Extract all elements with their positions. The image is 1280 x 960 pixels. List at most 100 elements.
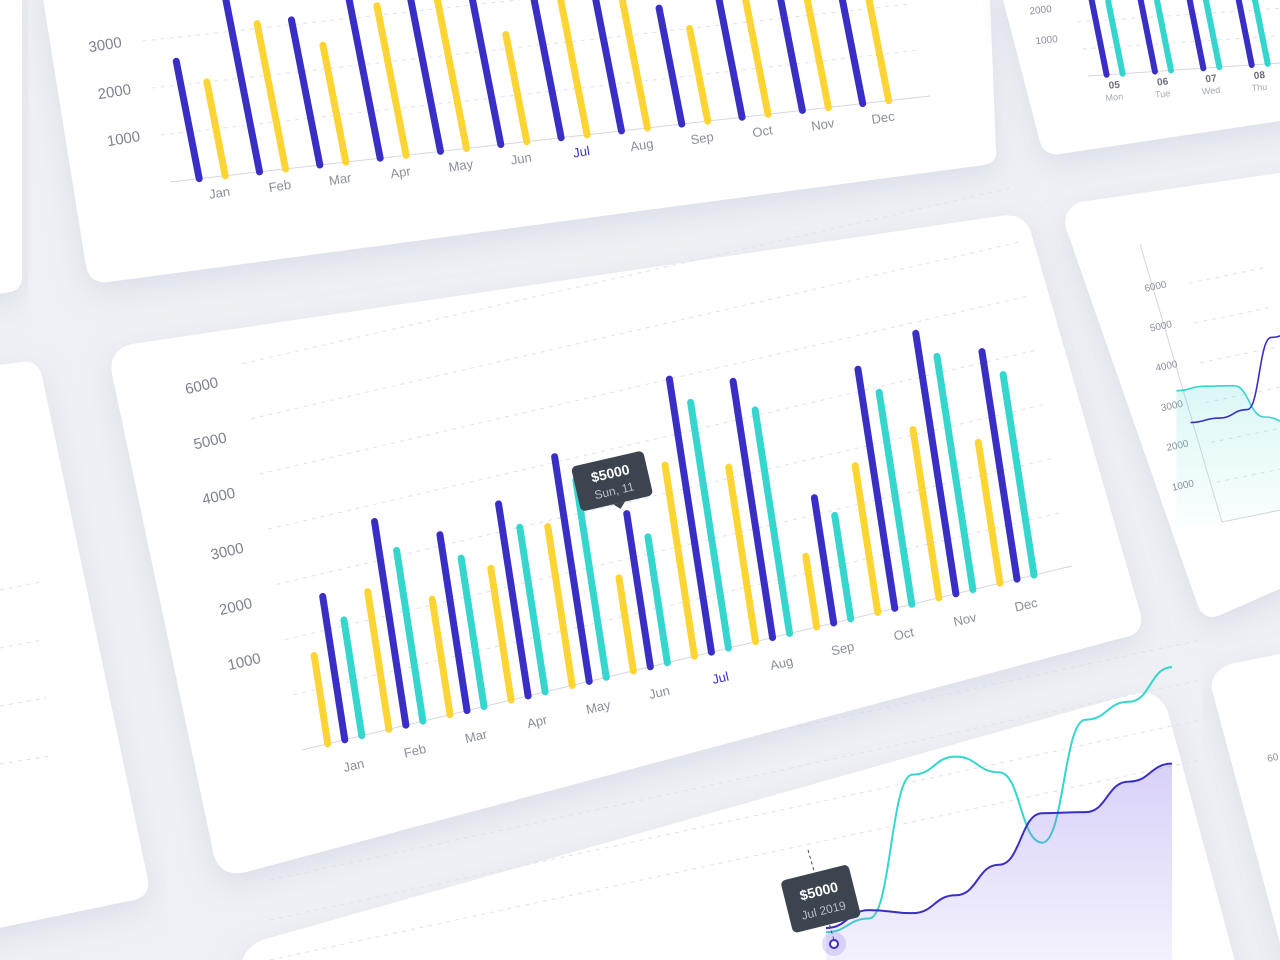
bar[interactable] <box>686 24 712 125</box>
bar[interactable] <box>978 348 1021 583</box>
bar[interactable] <box>393 546 427 725</box>
line-series[interactable] <box>825 666 1173 934</box>
bar[interactable] <box>373 2 410 159</box>
bar[interactable] <box>342 0 384 162</box>
card-left-top-edge <box>0 0 22 294</box>
y-tick-label: 6000 <box>1144 279 1168 294</box>
bar[interactable] <box>433 0 470 152</box>
bar[interactable] <box>340 616 366 740</box>
bar[interactable] <box>589 0 625 135</box>
x-tick-label: Dec <box>870 108 896 127</box>
x-tick-label: Nov <box>810 115 836 134</box>
bar[interactable] <box>401 0 444 155</box>
bar[interactable] <box>1235 0 1255 69</box>
bar[interactable] <box>831 0 867 108</box>
bar[interactable] <box>615 574 637 675</box>
bar[interactable] <box>623 510 654 671</box>
bar[interactable] <box>222 0 264 176</box>
bar[interactable] <box>1186 0 1207 72</box>
x-tick-label: Feb <box>268 177 292 195</box>
bar[interactable] <box>801 0 832 112</box>
x-tick-label: Sep <box>689 129 714 147</box>
bar[interactable] <box>364 588 393 733</box>
bar[interactable] <box>854 365 899 612</box>
bar[interactable] <box>310 652 332 748</box>
bar[interactable] <box>810 494 838 627</box>
bar[interactable] <box>831 511 855 623</box>
bar[interactable] <box>203 78 229 180</box>
bar[interactable] <box>287 16 324 169</box>
bar[interactable] <box>253 20 290 173</box>
y-tick-label: 5000 <box>1149 319 1173 334</box>
line-series[interactable] <box>825 762 1173 929</box>
card-bottom-line-series <box>825 666 1173 960</box>
card-top-x-axis: Jan Feb Mar Apr May Jun Jul Aug Sep Oct Nov Dec <box>208 108 896 201</box>
bar[interactable] <box>371 517 410 729</box>
x-tick-label: 08 <box>1253 70 1266 82</box>
gridline <box>269 759 1201 960</box>
bar[interactable] <box>618 0 651 132</box>
bar[interactable] <box>319 41 350 166</box>
x-tick-label: Apr <box>389 163 412 181</box>
y-tick-label: 1000 <box>106 128 142 150</box>
bar[interactable] <box>428 595 454 719</box>
bar[interactable] <box>551 453 593 685</box>
bar[interactable] <box>875 388 916 608</box>
gridline <box>142 0 522 42</box>
x-tick-label: May <box>585 697 613 717</box>
card-left-middle-edge <box>0 361 149 928</box>
bar[interactable] <box>1251 0 1271 67</box>
bar[interactable] <box>933 352 977 594</box>
bar[interactable] <box>999 371 1038 579</box>
bar[interactable] <box>974 438 1004 587</box>
bar[interactable] <box>1137 0 1158 75</box>
bar[interactable] <box>729 377 777 642</box>
bar[interactable] <box>525 0 565 142</box>
gridline <box>250 240 1023 420</box>
bar[interactable] <box>725 463 760 646</box>
bar[interactable] <box>851 462 882 616</box>
y-tick-label: 4000 <box>1155 359 1179 374</box>
card-right-bottom-y-tick: 60 <box>1266 752 1280 765</box>
bar[interactable] <box>1105 0 1126 77</box>
bar[interactable] <box>644 533 671 667</box>
x-tick-label: 05 <box>1108 80 1121 92</box>
bar[interactable] <box>502 31 531 146</box>
y-tick-label: 2000 <box>97 81 133 103</box>
bar[interactable] <box>572 476 610 681</box>
x-tick-label: Feb <box>402 741 427 761</box>
bar[interactable] <box>457 554 488 710</box>
bar[interactable] <box>487 564 515 704</box>
bar[interactable] <box>469 0 505 149</box>
bar[interactable] <box>436 531 471 715</box>
bar[interactable] <box>709 0 746 121</box>
bar[interactable] <box>802 552 821 631</box>
bar[interactable] <box>865 0 893 105</box>
bar[interactable] <box>1202 0 1223 71</box>
card-top-y-axis: 3000 2000 1000 <box>87 34 141 150</box>
area-series-line[interactable] <box>1176 384 1280 425</box>
bar[interactable] <box>655 4 686 128</box>
bar[interactable] <box>172 57 203 183</box>
bar[interactable] <box>751 406 794 637</box>
bar[interactable] <box>516 523 549 696</box>
bar[interactable] <box>909 426 943 602</box>
main-chart-gridlines <box>242 186 1073 751</box>
bar[interactable] <box>661 461 698 660</box>
bar[interactable] <box>557 0 591 139</box>
bar[interactable] <box>319 592 349 744</box>
bar[interactable] <box>495 500 532 700</box>
gridline <box>1082 35 1280 50</box>
bar[interactable] <box>769 0 806 114</box>
bar[interactable] <box>1154 0 1174 74</box>
bar[interactable] <box>687 398 732 652</box>
bar[interactable] <box>912 329 960 598</box>
point-marker[interactable] <box>829 939 839 949</box>
bar[interactable] <box>742 0 772 118</box>
x-tick-label: Nov <box>952 609 978 629</box>
baseline <box>301 565 1073 751</box>
bar[interactable] <box>544 523 576 689</box>
bar[interactable] <box>1088 0 1110 78</box>
bar[interactable] <box>665 375 715 656</box>
